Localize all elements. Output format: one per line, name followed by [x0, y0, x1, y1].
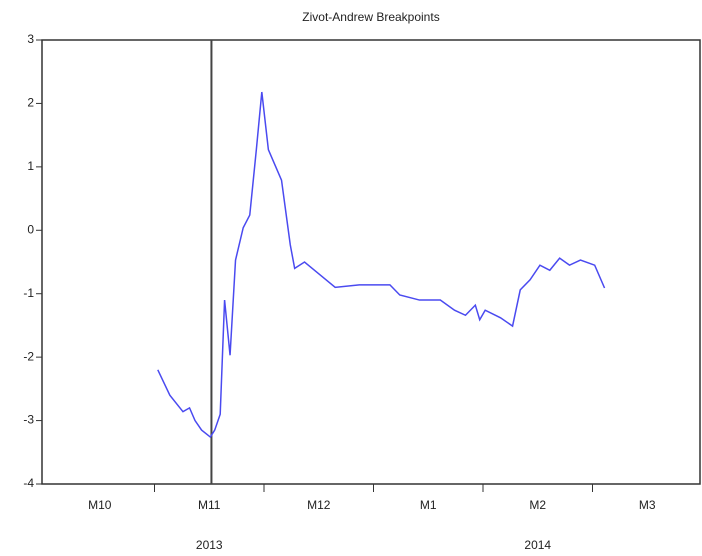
y-tick-label: -4 — [23, 476, 34, 490]
y-tick-label: -3 — [23, 413, 34, 427]
year-label: 2014 — [524, 538, 551, 552]
y-tick-label: -1 — [23, 286, 34, 300]
x-tick-label: M12 — [307, 498, 331, 512]
x-tick-label: M3 — [639, 498, 656, 512]
y-tick-label: 2 — [27, 96, 34, 110]
x-tick-label: M10 — [88, 498, 112, 512]
x-tick-label: M11 — [198, 498, 221, 512]
y-tick-label: 3 — [27, 32, 34, 46]
data-line — [157, 91, 606, 439]
x-tick-label: M1 — [420, 498, 437, 512]
chart-title: Zivot-Andrew Breakpoints — [302, 10, 439, 24]
y-tick-label: 1 — [27, 159, 34, 173]
y-tick-label: 0 — [27, 222, 34, 236]
y-tick-label: -2 — [23, 349, 34, 363]
year-label: 2013 — [196, 538, 223, 552]
plot-frame — [41, 39, 701, 485]
x-tick-label: M2 — [529, 498, 546, 512]
